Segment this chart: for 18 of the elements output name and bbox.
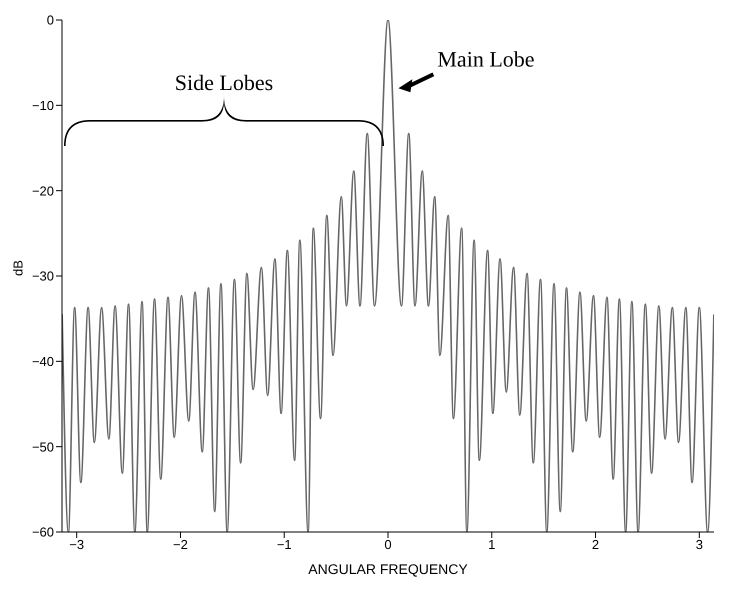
x-tick-label: 0 [384, 537, 392, 552]
annotation: Side Lobes [174, 70, 274, 95]
x-tick-label: 3 [696, 537, 703, 552]
x-tick-label: −1 [276, 537, 292, 552]
y-tick-label: −40 [32, 354, 54, 369]
y-tick-label: −30 [32, 268, 54, 284]
x-tick-label: −2 [173, 537, 188, 552]
y-tick-label: −10 [32, 98, 54, 113]
y-tick-label: −20 [32, 183, 54, 198]
x-tick-label: −3 [69, 537, 84, 552]
y-axis-title: dB [10, 260, 26, 276]
annotation: Main Lobe [437, 46, 535, 72]
x-tick-label: 1 [488, 537, 496, 552]
y-tick-label: −60 [32, 524, 54, 540]
y-tick-label: −50 [32, 439, 54, 454]
y-tick-label: 0 [46, 12, 54, 28]
x-tick-label: 2 [592, 537, 600, 552]
x-axis-title: ANGULAR FREQUENCY [308, 561, 468, 577]
